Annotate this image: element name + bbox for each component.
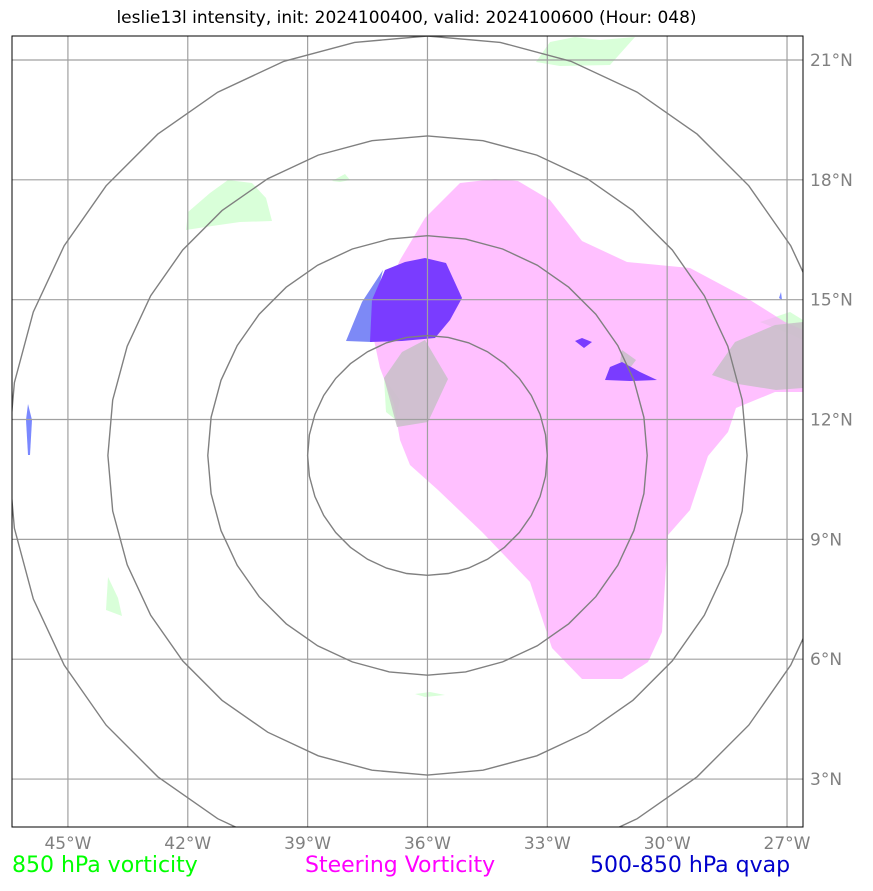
qvap-region [26,404,32,455]
latitude-tick-label: 21°N [810,51,853,71]
range-ring [12,36,803,827]
map-title: leslie13l intensity, init: 2024100400, v… [116,8,697,28]
latitude-tick-label: 3°N [810,770,842,790]
vorticity-850-region [415,692,445,697]
graticule [12,36,803,827]
map-plot-area [12,36,803,827]
range-ring [207,234,648,676]
legend-vorticity-850: 850 hPa vorticity [12,853,198,878]
longitude-tick-label: 45°W [44,834,91,854]
range-rings [12,36,803,827]
legend-qvap: 500-850 hPa qvap [590,853,791,878]
longitude-tick-label: 30°W [644,834,691,854]
qvap-region [346,270,383,342]
map-frame [11,35,804,828]
vorticity-850-region [106,577,122,616]
longitude-tick-label: 27°W [764,834,811,854]
latitude-tick-label: 9°N [810,530,842,550]
overlap-region [384,340,448,427]
latitude-labels: 3°N 6°N 9°N 12°N 15°N 18°N 21°N [810,51,853,790]
latitude-tick-label: 6°N [810,650,842,670]
range-ring [306,334,548,577]
latitude-tick-label: 15°N [810,291,853,311]
latitude-tick-label: 12°N [810,411,853,431]
latitude-tick-label: 18°N [810,171,853,191]
qvap-region [605,362,657,381]
vorticity-850-region [536,37,635,66]
qvap-region [779,292,782,300]
steering-vorticity-region [374,179,803,679]
longitude-tick-label: 36°W [404,834,451,854]
longitude-tick-label: 42°W [164,834,211,854]
longitude-tick-label: 39°W [284,834,331,854]
longitude-labels: 45°W 42°W 39°W 36°W 33°W 30°W 27°W [44,834,810,854]
vorticity-850-region [332,174,350,182]
legend-steering-vorticity: Steering Vorticity [305,853,496,878]
steering-vorticity-layer [374,179,803,679]
longitude-tick-label: 33°W [524,834,571,854]
qvap-region [575,338,592,348]
range-ring [107,135,748,776]
